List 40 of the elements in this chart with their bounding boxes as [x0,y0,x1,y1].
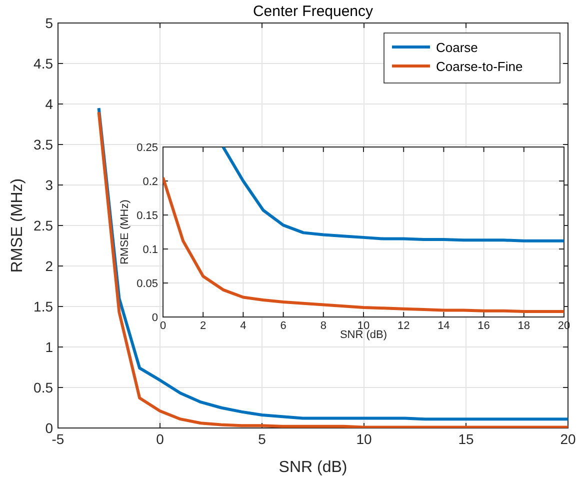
y-tick-label: 0.1 [142,244,158,256]
x-tick-label: 16 [478,320,490,332]
y-tick-label: 3 [45,176,54,193]
x-tick-label: 8 [320,320,326,332]
y-axis-title: RMSE (MHz) [119,200,131,264]
y-tick-label: 0 [152,312,158,324]
y-tick-label: 1 [45,338,54,355]
y-tick-label: 0.15 [136,210,158,222]
x-tick-label: 0 [160,320,166,332]
y-tick-label: 4 [45,96,54,112]
x-tick-label: 4 [240,320,246,332]
x-tick-label: -5 [52,431,64,447]
y-tick-label: 0 [45,420,54,436]
x-tick-label: 2 [200,320,206,332]
x-tick-label: 20 [560,431,576,447]
x-tick-label: 6 [280,320,286,332]
chart-title: Center Frequency [252,3,374,20]
legend-label: Coarse-to-Fine [436,59,523,74]
y-tick-label: 1.5 [34,298,54,314]
x-tick-label: 10 [356,431,372,447]
x-tick-label: 5 [258,431,266,447]
y-tick-label: 5 [45,14,54,31]
x-axis-title: SNR (dB) [340,329,388,341]
y-tick-label: 0.25 [136,142,158,154]
x-tick-label: 15 [458,431,474,447]
x-tick-label: 14 [438,320,450,332]
x-tick-label: 12 [397,320,410,332]
legend-label: Coarse [436,40,478,55]
y-axis-title: RMSE (MHz) [9,178,26,273]
line-series [222,147,564,242]
y-tick-label: 4.5 [34,55,54,72]
y-tick-label: 2 [45,258,54,274]
line-series [163,176,564,314]
x-tick-label: 18 [518,320,530,332]
y-tick-label: 3.5 [34,136,54,152]
y-tick-label: 0.5 [34,379,54,396]
y-tick-label: 0.2 [142,176,158,188]
y-tick-label: 0.05 [136,278,158,290]
x-axis-title: SNR (dB) [278,459,348,476]
y-tick-label: 2.5 [34,217,54,234]
